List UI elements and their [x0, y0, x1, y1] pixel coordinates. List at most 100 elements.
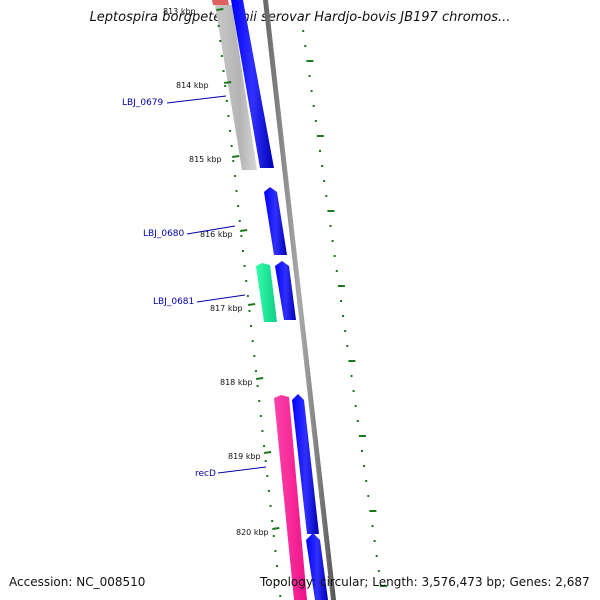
ruler-ticks	[216, 8, 280, 530]
outer-dot	[337, 285, 345, 287]
kbp-tick	[232, 155, 240, 158]
kbp-tick	[272, 527, 280, 530]
inner-dot	[274, 550, 277, 552]
outer-dot	[356, 420, 359, 422]
inner-dot	[217, 25, 220, 27]
gene-forward-819	[292, 394, 319, 534]
inner-dot	[235, 190, 238, 192]
outer-dot	[308, 75, 311, 77]
inner-dot	[240, 235, 243, 237]
kbp-label-818: 818 kbp	[220, 378, 253, 387]
inner-dot	[248, 310, 251, 312]
kbp-label-816: 816 kbp	[200, 230, 233, 239]
kbp-label-814: 814 kbp	[176, 81, 209, 90]
gene-reverse-red	[212, 0, 229, 5]
gene-label-lbj-0680[interactable]: LBJ_0680	[143, 225, 236, 239]
outer-dot	[371, 525, 374, 527]
gene-reverse-grey	[215, 5, 257, 170]
outer-dot	[306, 60, 314, 62]
map-title: Leptospira borgpetersenii serovar Hardjo…	[89, 10, 511, 25]
outer-dot	[316, 135, 324, 137]
outer-dot	[327, 210, 335, 212]
inner-dot	[253, 355, 256, 357]
gene-label-lbj-0681[interactable]: LBJ_0681	[153, 294, 246, 307]
inner-dot	[245, 280, 248, 282]
inner-dot	[259, 415, 262, 417]
outer-dot	[325, 195, 328, 197]
gene-label-text: LBJ_0680	[143, 229, 185, 239]
inner-dot	[272, 535, 275, 537]
outer-dot	[319, 150, 321, 152]
gene-lbj-0681	[256, 263, 277, 322]
outer-dot	[352, 390, 355, 392]
outer-dot	[350, 375, 353, 377]
inner-dot	[227, 115, 230, 117]
inner-dot	[229, 130, 232, 132]
kbp-tick	[240, 229, 248, 232]
inner-dot	[251, 340, 254, 342]
outer-dot	[363, 465, 366, 467]
outer-dot	[310, 90, 313, 92]
gene-label-recd[interactable]: recD	[195, 466, 267, 479]
inner-dot	[225, 100, 228, 102]
inner-dot	[271, 520, 274, 522]
outer-dot	[379, 585, 387, 587]
gene-forward-820	[306, 533, 328, 600]
gene-lbj-0680	[264, 187, 287, 255]
outer-dot	[365, 480, 368, 482]
kbp-tick	[248, 303, 256, 306]
ruler-dots-outer	[302, 30, 387, 587]
inner-dot	[263, 445, 266, 447]
outer-dot	[348, 360, 356, 362]
outer-dot	[312, 105, 315, 107]
inner-dot	[224, 85, 227, 87]
gene-recd	[274, 395, 307, 600]
inner-dot	[230, 145, 233, 147]
inner-dot	[250, 325, 253, 327]
gene-label-text: recD	[195, 469, 216, 479]
outer-dot	[377, 570, 380, 572]
outer-dot	[314, 120, 317, 122]
inner-dot	[233, 175, 236, 177]
inner-dot	[220, 55, 223, 57]
inner-dot	[279, 595, 282, 597]
inner-dot	[219, 40, 222, 42]
inner-dot	[277, 580, 280, 582]
outer-dot	[373, 540, 376, 542]
backbone-track	[263, 0, 336, 600]
genome-stats-text: Topology: circular; Length: 3,576,473 bp…	[260, 575, 590, 589]
inner-dot	[242, 250, 244, 252]
outer-dot	[367, 495, 370, 497]
kbp-tick	[263, 451, 272, 454]
outer-dot	[333, 255, 336, 257]
outer-dot	[369, 510, 377, 512]
outer-dot	[340, 300, 342, 302]
inner-dot	[258, 400, 261, 402]
kbp-label-820: 820 kbp	[236, 528, 269, 537]
outer-dot	[335, 270, 338, 272]
inner-dot	[269, 505, 272, 507]
inner-dot	[266, 475, 269, 477]
inner-dot	[243, 265, 246, 267]
outer-dot	[346, 345, 349, 347]
outer-dot	[361, 450, 363, 452]
inner-dot	[261, 430, 264, 432]
gene-label-lbj-0679[interactable]: LBJ_0679	[122, 95, 227, 108]
inner-dot	[264, 460, 267, 462]
outer-dot	[375, 555, 378, 557]
gene-label-text: LBJ_0679	[122, 98, 164, 108]
gene-label-text: LBJ_0681	[153, 297, 194, 307]
gene-lbj-0679	[231, 0, 274, 168]
kbp-tick	[256, 377, 264, 380]
inner-dot	[267, 490, 270, 492]
gene-forward-817	[275, 261, 296, 320]
kbp-label-815: 815 kbp	[189, 155, 222, 164]
kbp-label-819: 819 kbp	[228, 452, 261, 461]
outer-dot	[329, 225, 332, 227]
outer-dot	[302, 30, 305, 32]
inner-dot	[232, 160, 235, 162]
outer-dot	[321, 165, 324, 167]
inner-dot	[276, 565, 279, 567]
outer-dot	[354, 405, 357, 407]
